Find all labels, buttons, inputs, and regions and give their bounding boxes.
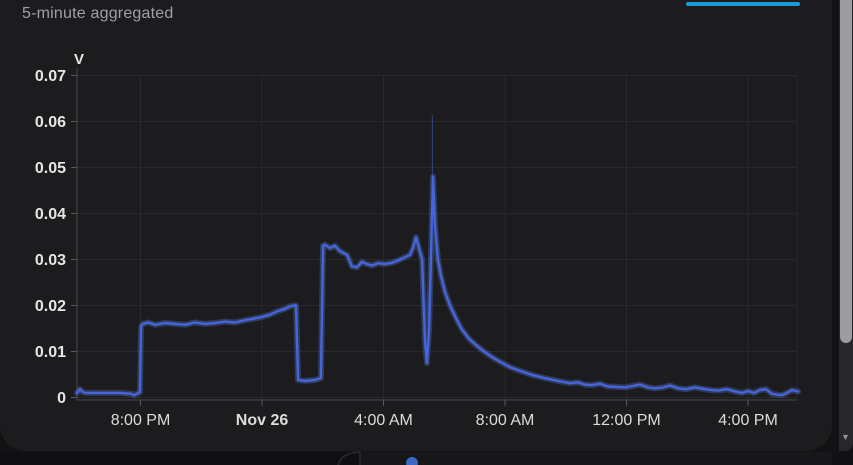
- y-axis-tick-label: 0.04: [35, 206, 66, 223]
- y-axis-tick-label: 0.03: [35, 252, 66, 269]
- active-tab-indicator: [686, 2, 800, 6]
- page-background-card: [359, 452, 832, 465]
- y-axis-tick-label: 0: [57, 390, 66, 407]
- y-axis-tick-label: 0.02: [35, 298, 66, 315]
- x-axis-tick-label: 12:00 PM: [592, 412, 660, 429]
- y-axis-tick-label: 0.07: [35, 68, 66, 85]
- background-card-corner: [337, 451, 361, 465]
- scrollbar-thumb[interactable]: [840, 0, 852, 343]
- y-axis-unit-label: V: [74, 51, 84, 68]
- series-line: [75, 175, 800, 397]
- background-map-dot: [406, 457, 418, 465]
- y-axis-tick-label: 0.06: [35, 114, 66, 131]
- y-axis-tick-label: 0.01: [35, 344, 66, 361]
- y-axis-tick-label: 0.05: [35, 160, 66, 177]
- x-axis-tick-label: 4:00 AM: [354, 412, 413, 429]
- series-raw-halo: [74, 173, 802, 399]
- x-axis-tick-label: 4:00 PM: [718, 412, 778, 429]
- x-axis-tick-label: 8:00 PM: [111, 412, 171, 429]
- page-background-left: [0, 452, 359, 465]
- x-axis-tick-label: 8:00 AM: [476, 412, 535, 429]
- scroll-down-arrow-icon[interactable]: ▼: [841, 432, 850, 442]
- x-axis-tick-label: Nov 26: [236, 412, 289, 429]
- chart-title: 5-minute aggregated: [22, 5, 174, 22]
